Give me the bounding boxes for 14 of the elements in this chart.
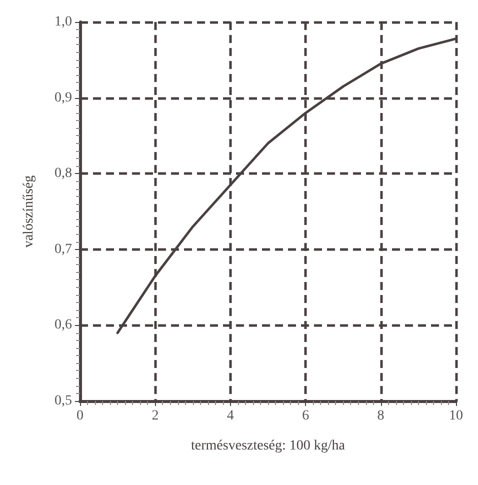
y-tick-label: 1,0 — [54, 14, 72, 30]
x-tick-label: 0 — [76, 408, 84, 424]
x-tick-label: 4 — [226, 408, 234, 424]
y-tick-label: 0,9 — [54, 90, 72, 106]
x-tick-label: 6 — [302, 408, 310, 424]
y-axis-title: valószínűség — [22, 175, 36, 248]
x-tick-label: 8 — [377, 408, 384, 424]
y-tick-label: 0,7 — [54, 242, 72, 257]
y-tick-label: 0,8 — [54, 166, 72, 182]
y-tick-label: 0,5 — [54, 394, 72, 408]
x-tick-label: 2 — [152, 408, 159, 424]
x-axis-title: termésveszteség: 100 kg/ha — [191, 438, 346, 454]
y-tick-label: 0,6 — [54, 318, 72, 333]
x-tick-label: 10 — [449, 408, 463, 424]
